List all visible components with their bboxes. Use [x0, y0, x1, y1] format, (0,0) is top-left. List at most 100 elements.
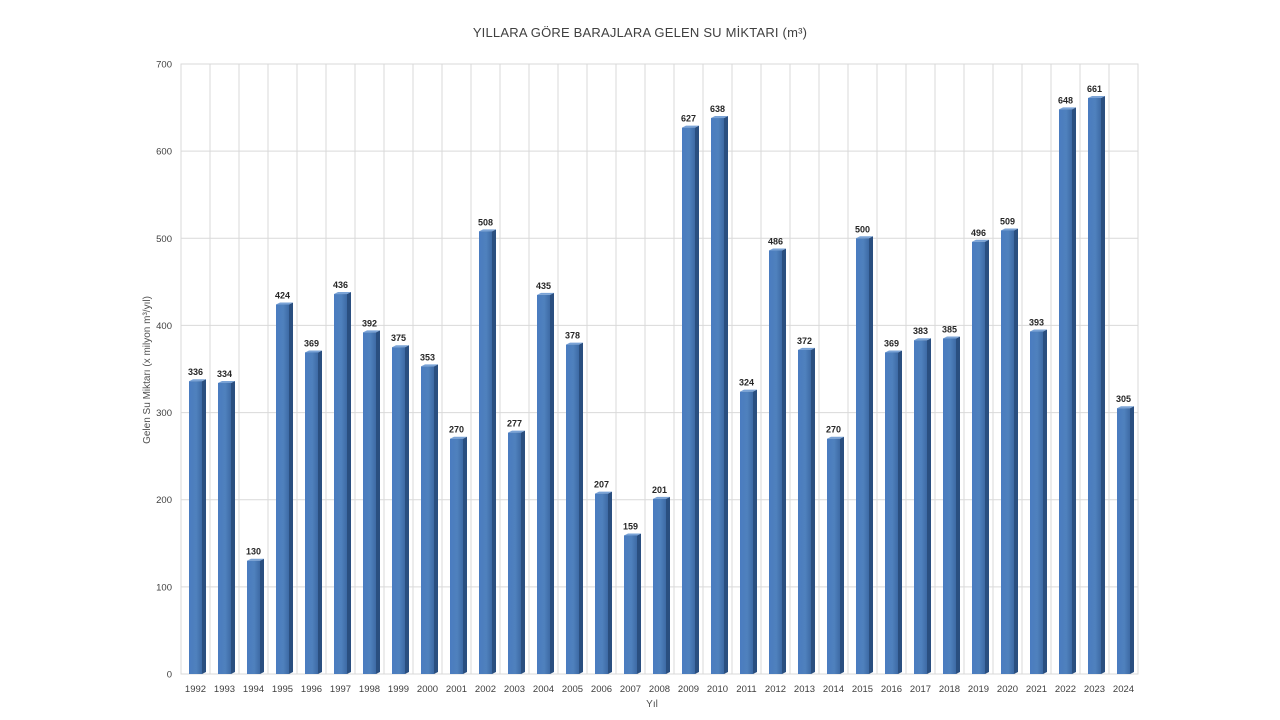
bars — [189, 95, 1134, 675]
bar-front — [798, 349, 811, 674]
x-tick-label: 2012 — [765, 684, 786, 695]
bar — [305, 350, 322, 674]
data-label: 353 — [420, 352, 435, 362]
bar-side — [956, 336, 960, 674]
bar-side — [492, 229, 496, 675]
x-tick-label: 2017 — [910, 684, 931, 695]
bar-side — [782, 248, 786, 674]
data-label: 436 — [333, 280, 348, 290]
bar-side — [666, 496, 670, 674]
data-label: 130 — [246, 547, 261, 557]
bar — [827, 436, 844, 674]
bar-front — [595, 493, 608, 674]
bar-top — [450, 436, 467, 439]
bar — [1117, 406, 1134, 674]
y-tick-label: 600 — [156, 147, 172, 158]
bar-side — [1130, 406, 1134, 674]
bar — [798, 347, 815, 674]
bar-front — [624, 535, 637, 674]
chart-title: YILLARA GÖRE BARAJLARA GELEN SU MİKTARI … — [473, 25, 807, 40]
data-label: 392 — [362, 318, 377, 328]
bar — [856, 236, 873, 675]
bar-front — [914, 340, 927, 674]
bar-top — [914, 338, 931, 341]
data-label: 375 — [391, 333, 406, 343]
bar-top — [566, 342, 583, 345]
bar — [1030, 329, 1047, 674]
bar-side — [753, 389, 757, 674]
data-label: 661 — [1087, 84, 1102, 94]
bar-front — [682, 127, 695, 675]
bar-front — [566, 344, 579, 674]
data-label: 305 — [1116, 394, 1131, 404]
x-tick-label: 2021 — [1026, 684, 1047, 695]
bar-top — [479, 229, 496, 232]
bar-front — [943, 338, 956, 674]
bar-top — [1088, 95, 1105, 98]
x-tick-label: 2022 — [1055, 684, 1076, 695]
bar-front — [334, 294, 347, 674]
bar — [711, 116, 728, 675]
bar-front — [363, 332, 376, 674]
bar-side — [1072, 107, 1076, 675]
x-tick-label: 2015 — [852, 684, 873, 695]
bar — [653, 496, 670, 674]
y-tick-label: 0 — [167, 670, 172, 681]
bar-side — [927, 338, 931, 674]
bar-top — [508, 430, 525, 433]
bar-side — [985, 239, 989, 674]
bar-top — [276, 302, 293, 305]
data-label: 270 — [826, 425, 841, 435]
x-tick-label: 2011 — [736, 684, 756, 695]
bar-front — [885, 352, 898, 674]
x-tick-label: 2007 — [620, 684, 641, 695]
bar-front — [218, 382, 231, 674]
x-tick-label: 2009 — [678, 684, 699, 695]
bar-side — [1101, 95, 1105, 674]
bar — [943, 336, 960, 674]
x-tick-label: 1993 — [214, 684, 235, 695]
bar — [740, 389, 757, 674]
bar-front — [421, 366, 434, 674]
bar-side — [289, 302, 293, 674]
data-label: 201 — [652, 485, 667, 495]
x-tick-label: 2002 — [475, 684, 496, 695]
x-tick-label: 1997 — [330, 684, 351, 695]
data-label: 270 — [449, 425, 464, 435]
bar-side — [898, 350, 902, 674]
bar — [189, 379, 206, 674]
x-tick-label: 1996 — [301, 684, 322, 695]
bar-side — [260, 558, 264, 674]
x-tick-label: 2020 — [997, 684, 1018, 695]
bar-front — [972, 241, 985, 674]
data-label: 648 — [1058, 95, 1073, 105]
bar-top — [740, 389, 757, 392]
data-label: 496 — [971, 228, 986, 238]
bar — [363, 330, 380, 674]
data-label: 393 — [1029, 318, 1044, 328]
bar-front — [1001, 230, 1014, 674]
bar — [595, 491, 612, 674]
bar-side — [608, 491, 612, 674]
data-label: 424 — [275, 291, 290, 301]
bar-front — [769, 250, 782, 674]
data-label: 378 — [565, 331, 580, 341]
bar-side — [550, 292, 554, 674]
bar-side — [463, 436, 467, 674]
bar-front — [189, 381, 202, 674]
x-tick-label: 2010 — [707, 684, 728, 695]
x-tick-label: 2001 — [446, 684, 467, 695]
bar-top — [711, 116, 728, 119]
bar-side — [521, 430, 525, 674]
y-tick-label: 500 — [156, 234, 172, 245]
x-tick-label: 2014 — [823, 684, 844, 695]
bar-side — [376, 330, 380, 674]
bar-side — [405, 345, 409, 674]
bar — [972, 239, 989, 674]
bar-front — [740, 391, 753, 674]
bar-top — [972, 239, 989, 242]
data-label: 324 — [739, 378, 754, 388]
bar-top — [595, 491, 612, 494]
bar-side — [434, 364, 438, 674]
data-label: 385 — [942, 325, 957, 335]
